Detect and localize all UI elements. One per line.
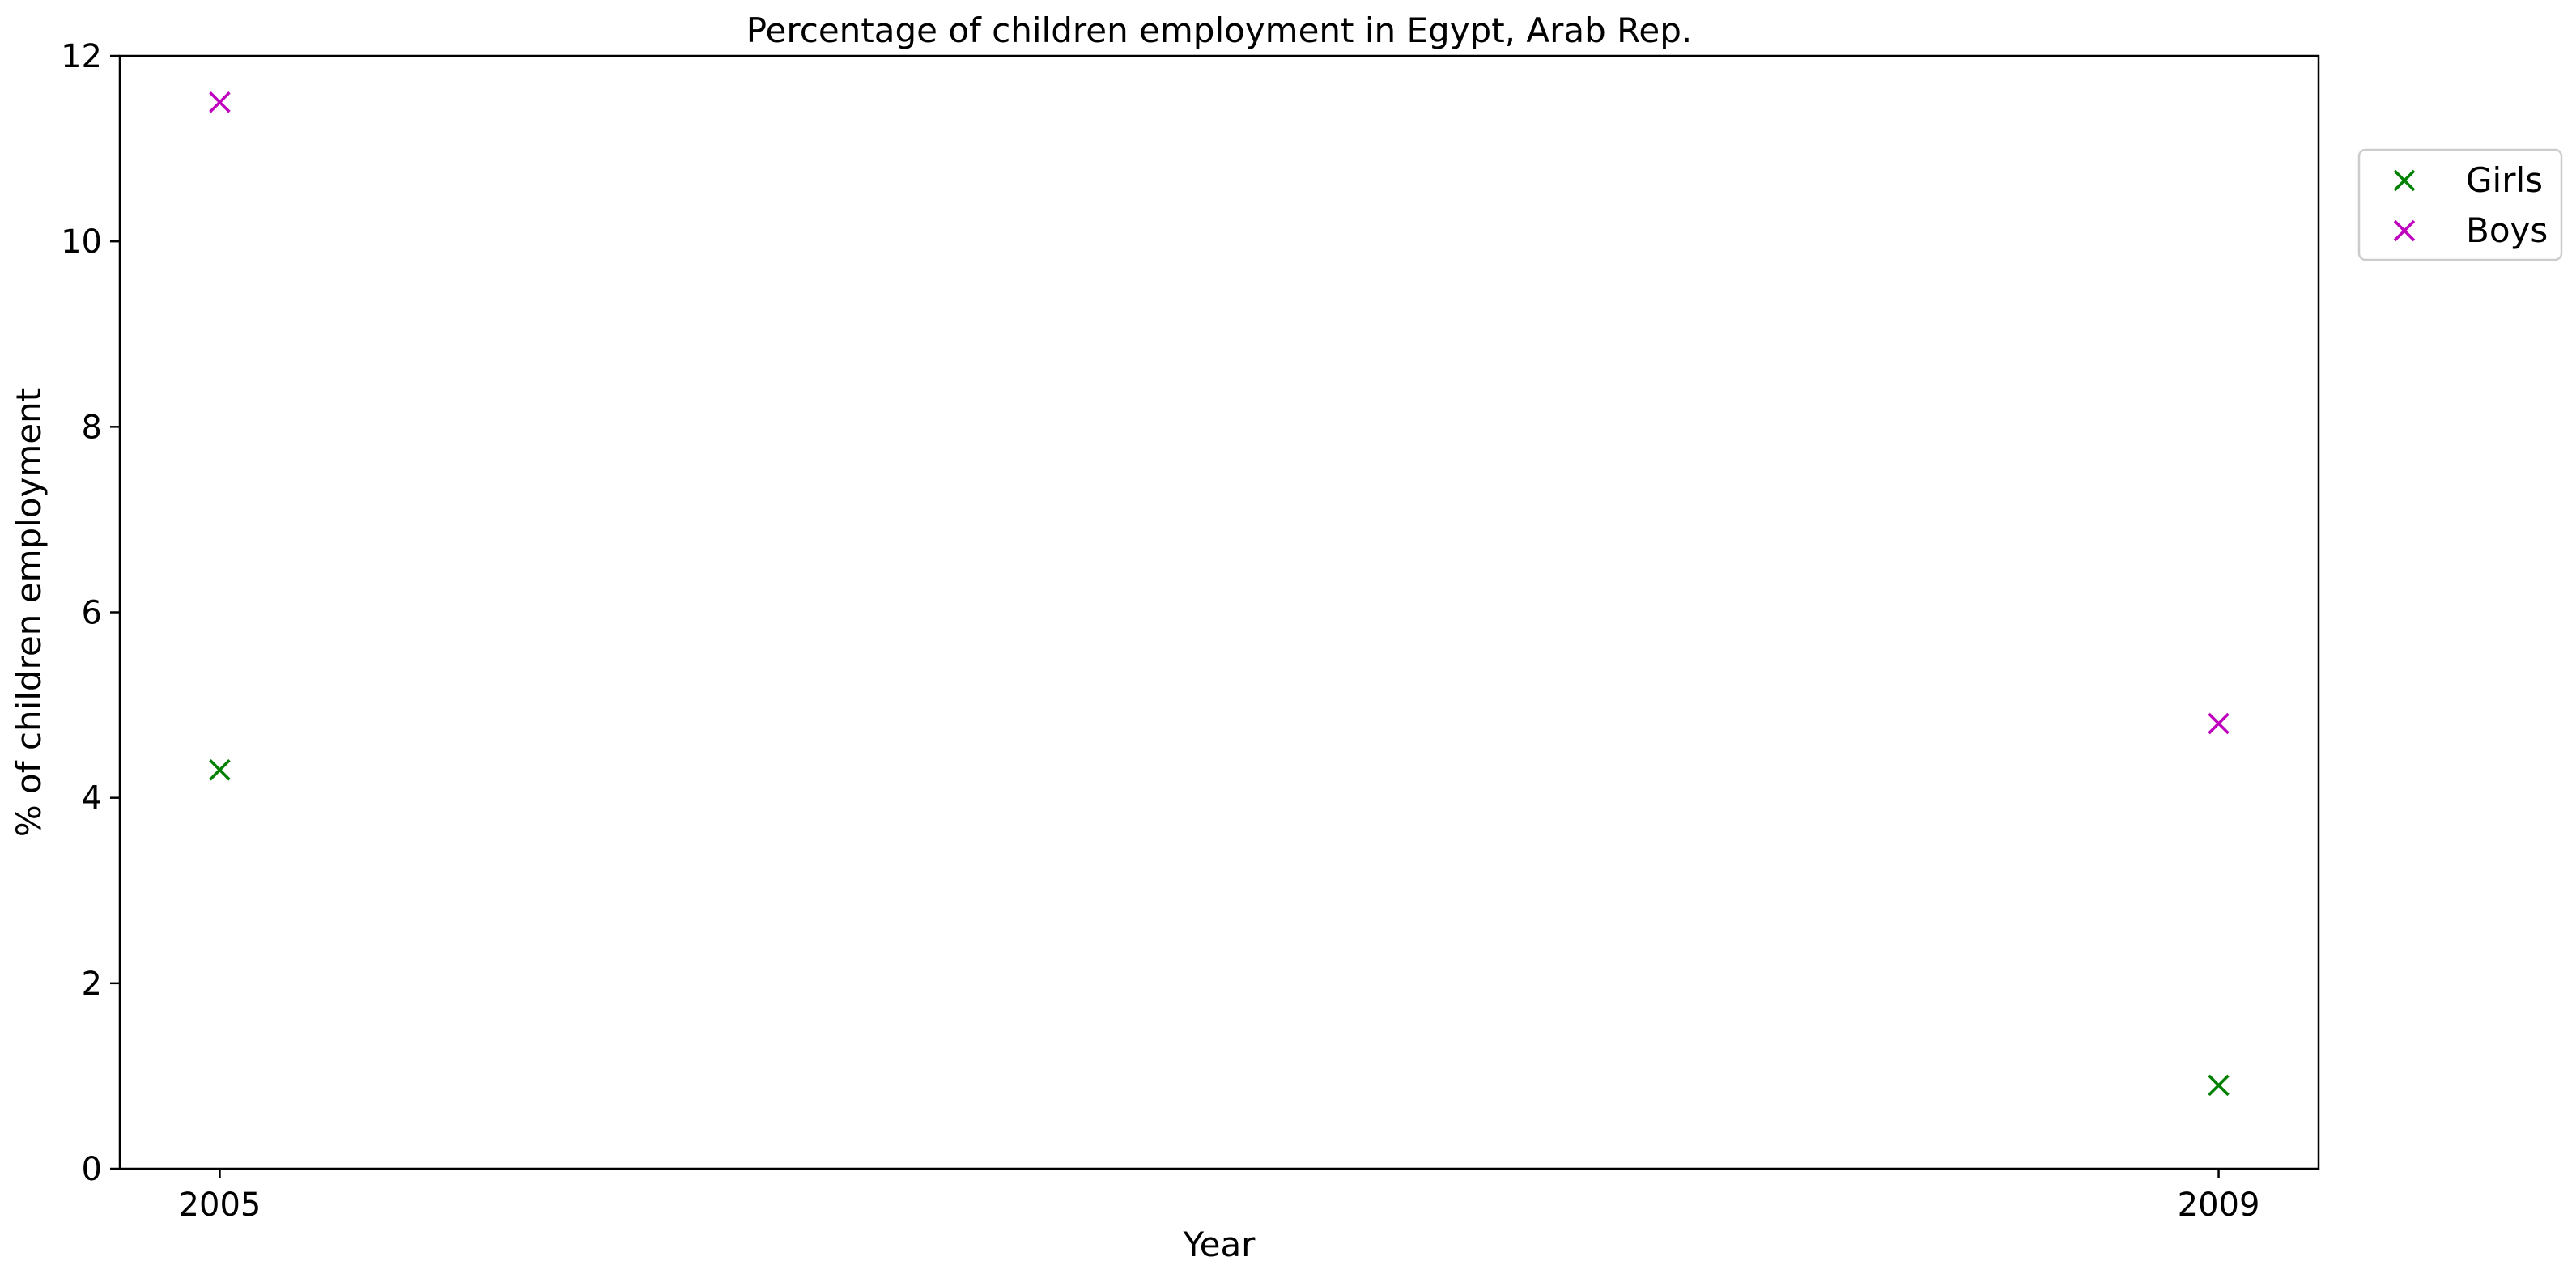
x-axis: 2005 2009 <box>179 1169 2260 1224</box>
x-tick-label: 2005 <box>179 1187 261 1224</box>
legend-label-boys: Boys <box>2466 210 2548 250</box>
y-tick-label: 8 <box>82 409 102 446</box>
y-tick-label: 2 <box>82 966 102 1003</box>
legend-box <box>2357 148 2563 261</box>
plot-area <box>118 54 2320 1170</box>
legend: Girls Boys <box>2357 148 2563 261</box>
data-point-girls <box>2208 1074 2230 1097</box>
data-point-boys <box>209 91 231 113</box>
legend-marker-girls <box>2393 169 2416 192</box>
data-points <box>209 91 2230 1097</box>
y-tick-label: 12 <box>61 38 102 75</box>
legend-marker-boys <box>2393 219 2416 242</box>
y-tick-label: 0 <box>82 1151 102 1188</box>
data-point-girls <box>209 759 231 781</box>
x-tick-label: 2009 <box>2178 1187 2260 1224</box>
y-tick-label: 6 <box>82 595 102 632</box>
y-tick-label: 10 <box>61 223 102 261</box>
data-point-boys <box>2208 712 2230 735</box>
y-axis: 0 2 4 6 8 10 12 <box>61 38 120 1188</box>
x-axis-label: Year <box>1183 1225 1256 1264</box>
y-axis-label: % of children employment <box>9 388 49 837</box>
legend-label-girls: Girls <box>2466 160 2543 200</box>
y-tick-label: 4 <box>82 780 102 817</box>
chart-title: Percentage of children employment in Egy… <box>746 11 1693 50</box>
